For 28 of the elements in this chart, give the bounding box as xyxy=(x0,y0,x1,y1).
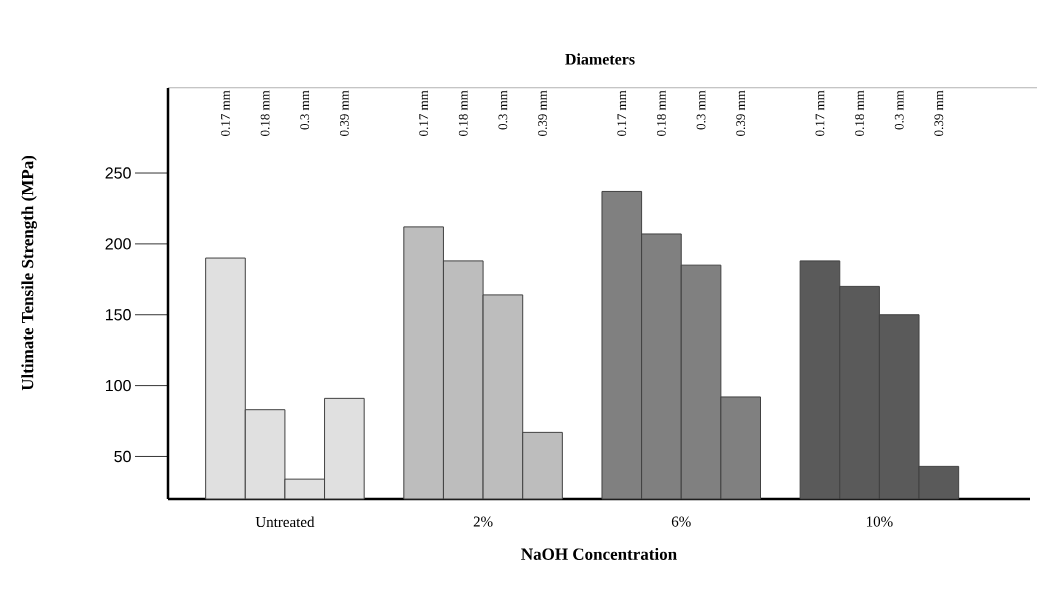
text: 0.17 mm xyxy=(617,90,627,136)
y-tick-label: 150 xyxy=(105,309,131,321)
x-tick-label: 10% xyxy=(866,516,893,527)
text: 0.17 mm xyxy=(815,90,825,136)
y-tick-label: 50 xyxy=(114,450,131,463)
text: 0.18 mm xyxy=(657,90,666,136)
text: 0.3 mm xyxy=(696,90,706,130)
text: 0.18 mm xyxy=(260,90,270,136)
x-axis-title: NaOH Concentration xyxy=(521,547,677,560)
y-axis-title: Ultimate Tensile Strength (MPa) xyxy=(21,155,37,391)
text: 0.39 mm xyxy=(339,90,349,136)
x-tick-label: 6% xyxy=(671,516,691,527)
text: 0.39 mm xyxy=(736,90,746,136)
text: 0.3 mm xyxy=(894,90,904,130)
y-tick-label: 200 xyxy=(105,238,131,250)
x-tick-label: 2% xyxy=(473,516,493,527)
text: 0.3 mm xyxy=(300,90,310,130)
text: 0.17 mm xyxy=(419,90,429,136)
text: 0.3 mm xyxy=(498,90,508,130)
text: 0.39 mm xyxy=(538,90,547,136)
y-tick-label: 100 xyxy=(105,379,131,392)
text: 0.18 mm xyxy=(458,90,468,136)
text: 0.17 mm xyxy=(221,90,230,136)
text: 0.39 mm xyxy=(934,90,944,136)
legend-title: Diameters xyxy=(565,53,635,65)
x-tick-label: Untreated xyxy=(255,516,315,528)
y-tick-label: 250 xyxy=(105,167,131,179)
text: 0.18 mm xyxy=(855,90,864,136)
